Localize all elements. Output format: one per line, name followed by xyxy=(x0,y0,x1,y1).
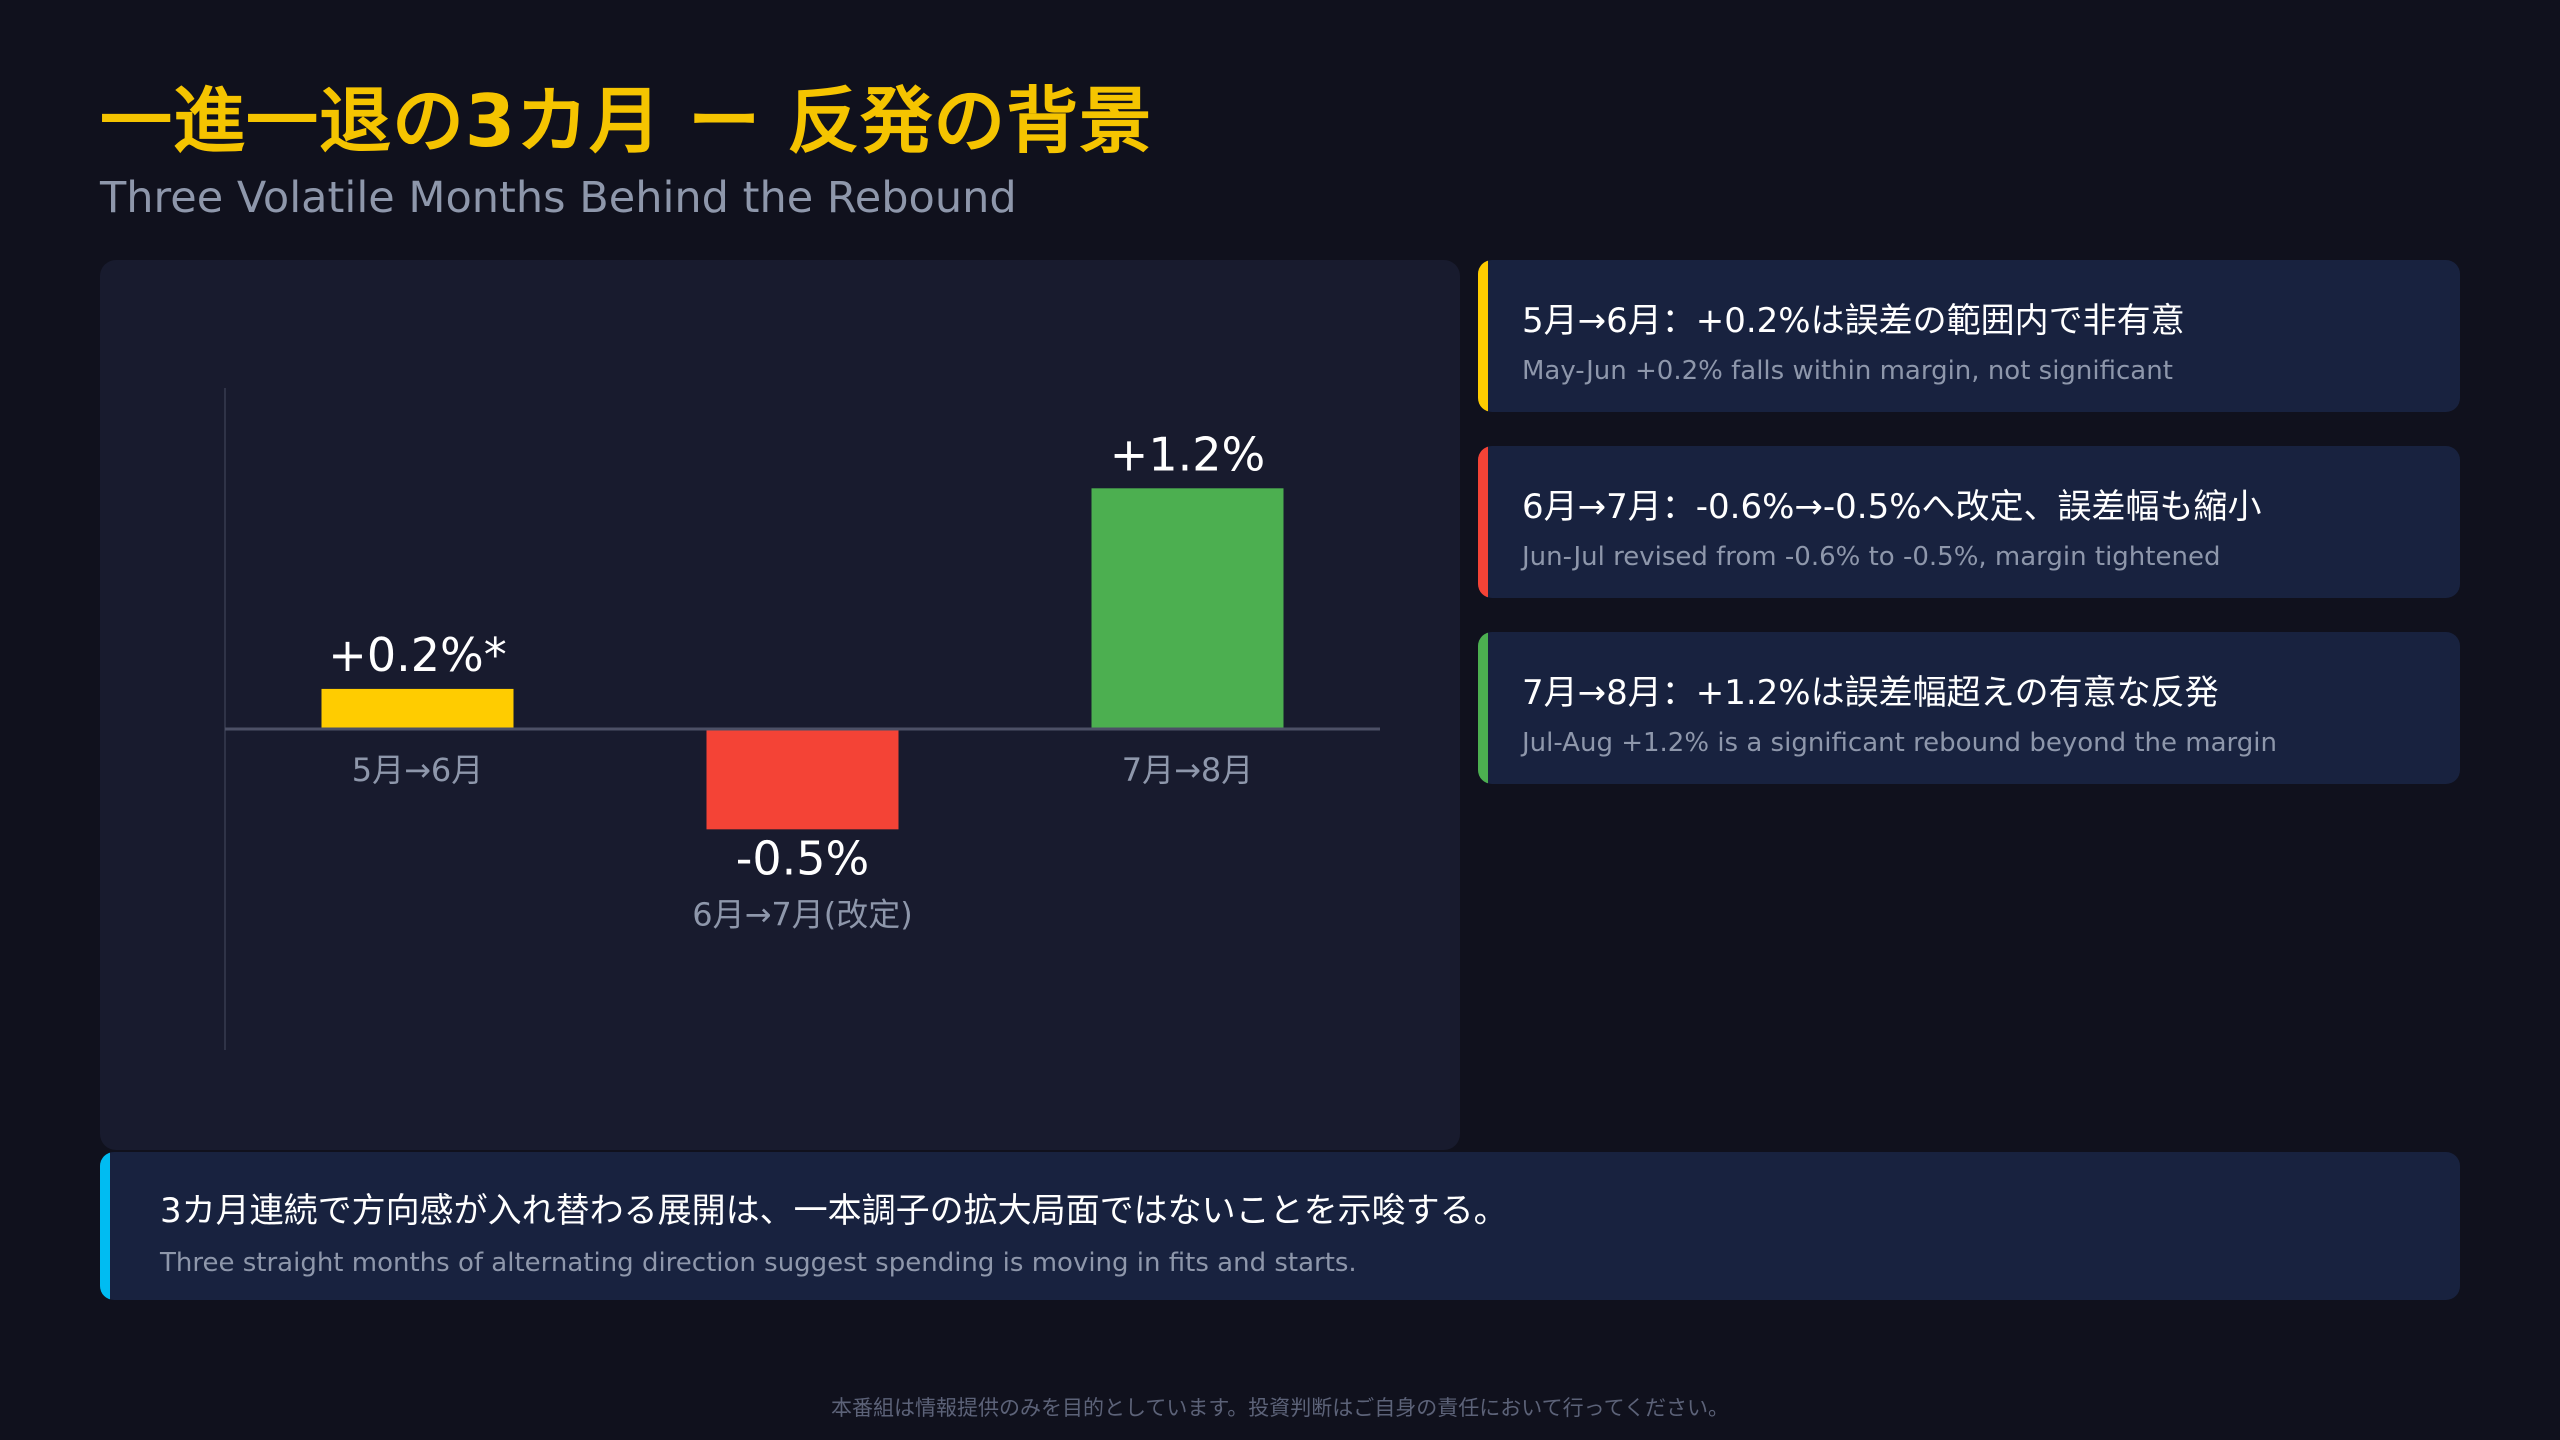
notes-list: 5月→6月：+0.2%は誤差の範囲内で非有意 May-Jun +0.2% fal… xyxy=(1478,260,2460,818)
note-card: 5月→6月：+0.2%は誤差の範囲内で非有意 May-Jun +0.2% fal… xyxy=(1478,260,2460,412)
summary-subtitle: Three straight months of alternating dir… xyxy=(160,1248,1357,1278)
data-label: -0.5% xyxy=(736,831,869,885)
chart-panel: +0.2%* 5月→6月 -0.5% 6月→7月(改定) +1.2% 7月→8月 xyxy=(100,260,1460,1150)
data-label: +0.2%* xyxy=(328,628,506,682)
note-card: 6月→7月：-0.6%→-0.5%へ改定、誤差幅も縮小 Jun-Jul revi… xyxy=(1478,446,2460,598)
note-accent-bar xyxy=(1478,632,1488,784)
data-label: +1.2% xyxy=(1110,427,1265,481)
disclaimer: 本番組は情報提供のみを目的としています。投資判断はご自身の責任において行ってくだ… xyxy=(831,1396,1729,1420)
bar xyxy=(321,688,514,730)
note-subtitle: Jul-Aug +1.2% is a significant rebound b… xyxy=(1522,728,2277,758)
page-subtitle: Three Volatile Months Behind the Rebound xyxy=(100,173,1017,223)
note-subtitle: Jun-Jul revised from -0.6% to -0.5%, mar… xyxy=(1522,542,2221,572)
note-card: 7月→8月：+1.2%は誤差幅超えの有意な反発 Jul-Aug +1.2% is… xyxy=(1478,632,2460,784)
note-accent-bar xyxy=(1478,260,1488,412)
bar xyxy=(706,729,899,830)
summary-title: 3カ月連続で方向感が入れ替わる展開は、一本調子の拡大局面ではないことを示唆する。 xyxy=(160,1191,1508,1231)
note-title: 5月→6月：+0.2%は誤差の範囲内で非有意 xyxy=(1522,301,2185,341)
bar xyxy=(1091,488,1284,730)
category-label: 5月→6月 xyxy=(352,751,484,789)
note-title: 7月→8月：+1.2%は誤差幅超えの有意な反発 xyxy=(1522,673,2219,713)
summary-accent-bar xyxy=(100,1152,110,1300)
summary-card: 3カ月連続で方向感が入れ替わる展開は、一本調子の拡大局面ではないことを示唆する。… xyxy=(100,1152,2460,1300)
note-accent-bar xyxy=(1478,446,1488,598)
note-title: 6月→7月：-0.6%→-0.5%へ改定、誤差幅も縮小 xyxy=(1522,487,2262,527)
category-label: 6月→7月(改定) xyxy=(692,895,913,933)
category-label: 7月→8月 xyxy=(1122,751,1254,789)
page-title: 一進一退の3カ月 ー 反発の背景 xyxy=(100,79,1153,163)
note-subtitle: May-Jun +0.2% falls within margin, not s… xyxy=(1522,356,2173,386)
bar-chart: +0.2%* 5月→6月 -0.5% 6月→7月(改定) +1.2% 7月→8月 xyxy=(224,388,1380,1050)
